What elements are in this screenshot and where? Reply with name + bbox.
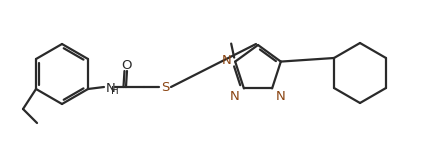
- Text: N: N: [230, 90, 240, 103]
- Text: S: S: [161, 81, 169, 93]
- Text: N: N: [276, 90, 286, 103]
- Text: O: O: [122, 59, 132, 71]
- Text: N: N: [222, 54, 231, 67]
- Text: N: N: [106, 81, 116, 95]
- Text: H: H: [111, 86, 119, 96]
